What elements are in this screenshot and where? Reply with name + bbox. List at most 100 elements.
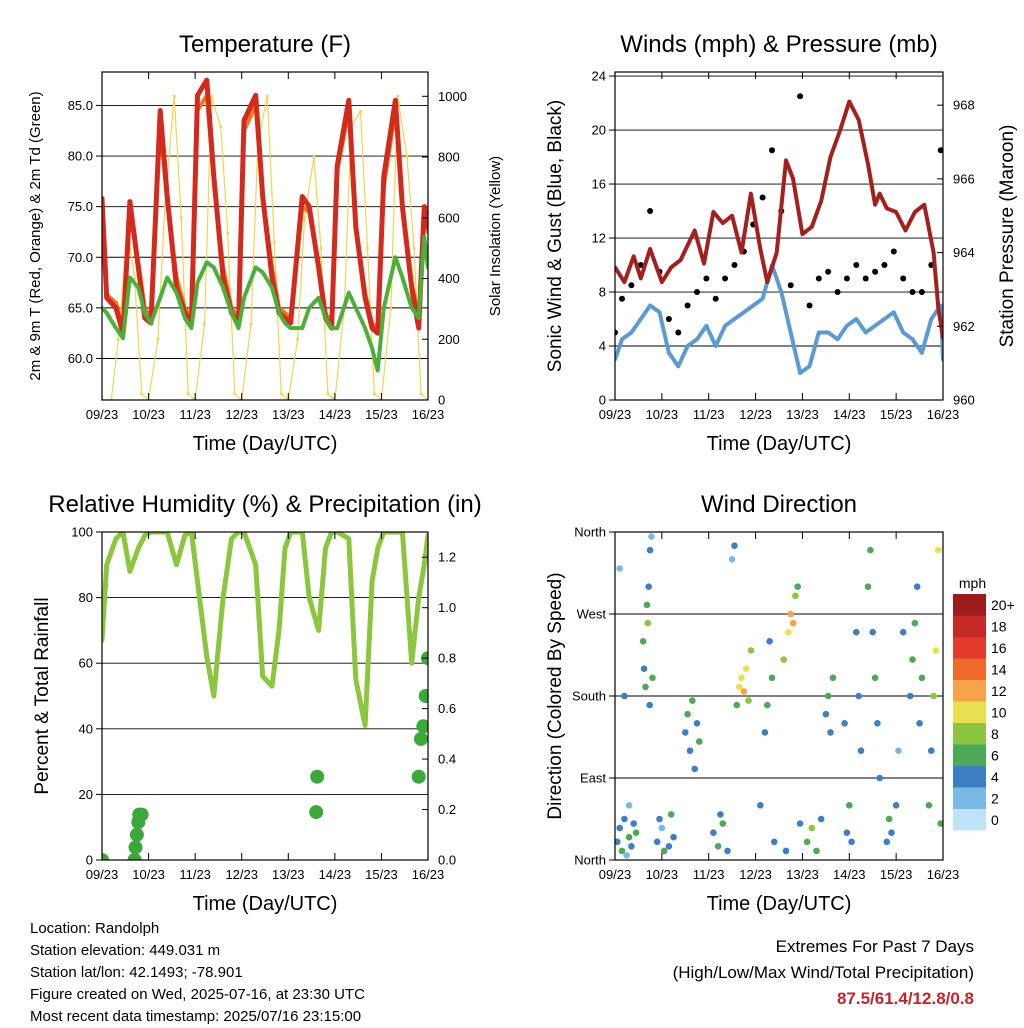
data-point <box>648 247 652 251</box>
extremes-values: 87.5/61.4/12.8/0.8 <box>836 989 974 1008</box>
y-tick-label-right: 968 <box>953 98 975 113</box>
data-point <box>649 674 656 682</box>
data-point <box>857 747 865 754</box>
data-point <box>283 546 287 550</box>
data-point <box>670 833 677 841</box>
data-point <box>102 853 109 860</box>
data-point <box>221 286 225 290</box>
data-point <box>784 158 788 162</box>
legend-label: 8 <box>991 726 999 742</box>
data-point <box>640 665 648 672</box>
data-point <box>307 205 311 209</box>
data-point <box>817 331 821 334</box>
data-point <box>775 251 779 255</box>
data-point <box>932 647 940 654</box>
data-point <box>731 262 738 268</box>
x-tick-label: 12/23 <box>225 867 258 882</box>
data-point <box>819 199 823 203</box>
station-location: Location: Randolph <box>30 920 160 937</box>
data-point <box>853 262 860 268</box>
data-point <box>815 275 822 282</box>
data-point <box>128 840 143 855</box>
data-point <box>909 656 916 663</box>
data-point <box>196 281 199 285</box>
data-point <box>745 697 752 704</box>
legend-label: 6 <box>991 747 999 763</box>
y-tick-label-right: 960 <box>953 393 975 408</box>
plot-frame <box>101 71 429 401</box>
data-point <box>749 192 753 196</box>
data-point <box>691 765 698 773</box>
chart-title: Winds (mph) & Pressure (mb) <box>620 31 937 58</box>
data-point <box>363 724 367 727</box>
y-tick-label: 4 <box>599 339 606 354</box>
data-point <box>704 324 708 328</box>
data-point <box>143 533 147 537</box>
data-point <box>759 194 766 201</box>
data-point <box>419 392 423 396</box>
y-tick-label: 65.0 <box>68 300 93 315</box>
data-point <box>410 286 414 290</box>
data-point <box>136 546 140 550</box>
data-point <box>916 720 923 727</box>
y-axis-label-right: Station Pressure (Maroon) <box>997 125 1018 348</box>
data-point <box>871 674 879 682</box>
legend-label: 16 <box>991 640 1007 656</box>
x-tick-label: 11/23 <box>179 867 211 882</box>
data-point <box>134 807 149 822</box>
data-point <box>796 820 804 827</box>
data-point <box>791 177 795 181</box>
data-point <box>212 265 216 269</box>
data-point <box>841 720 848 727</box>
data-point <box>803 838 811 846</box>
x-tick-label: 14/23 <box>833 867 866 882</box>
data-point <box>205 655 209 659</box>
data-point <box>862 275 869 282</box>
data-point <box>822 710 830 718</box>
data-point <box>913 583 921 590</box>
y-axis-label: Direction (Colored By Speed) <box>545 572 566 819</box>
data-point <box>417 316 421 320</box>
data-point <box>317 628 321 632</box>
data-point <box>621 815 628 823</box>
data-point <box>684 710 691 718</box>
data-point <box>221 276 225 279</box>
station-info: Location: Randolph Station elevation: 44… <box>30 918 365 1028</box>
data-point <box>710 829 717 836</box>
data-point <box>747 647 755 654</box>
data-point <box>714 344 718 348</box>
data-point <box>121 336 125 340</box>
y-tick-label-right: 966 <box>953 171 975 186</box>
data-layer <box>102 77 428 400</box>
data-point <box>787 610 794 618</box>
series-line <box>615 99 943 340</box>
data-point <box>226 231 230 235</box>
data-point <box>648 533 655 540</box>
data-point <box>324 316 327 320</box>
y-tick-label-right: 0.8 <box>438 651 456 666</box>
data-point <box>283 311 287 315</box>
data-point <box>686 747 694 754</box>
x-tick-label: 10/23 <box>646 867 679 882</box>
panel-2: 09/23 10/23 11/23 12/23 13/23 14/23 15/23 16/23… <box>545 31 1018 455</box>
data-point <box>158 296 162 300</box>
data-point <box>277 628 281 632</box>
data-point <box>920 351 924 355</box>
data-point <box>794 583 801 590</box>
data-point <box>913 210 917 214</box>
data-point <box>853 628 860 636</box>
data-point <box>789 331 793 334</box>
data-point <box>798 371 802 375</box>
data-point <box>309 805 324 820</box>
y-tick-label: 12 <box>592 231 606 246</box>
data-point <box>806 302 813 309</box>
data-point <box>370 579 374 583</box>
data-point <box>616 565 623 572</box>
data-point <box>660 280 664 284</box>
data-point <box>665 316 672 322</box>
x-tick-label: 09/23 <box>599 867 632 882</box>
data-point <box>303 216 307 220</box>
data-point <box>628 282 635 289</box>
data-point <box>873 324 877 328</box>
data-point <box>808 824 816 832</box>
